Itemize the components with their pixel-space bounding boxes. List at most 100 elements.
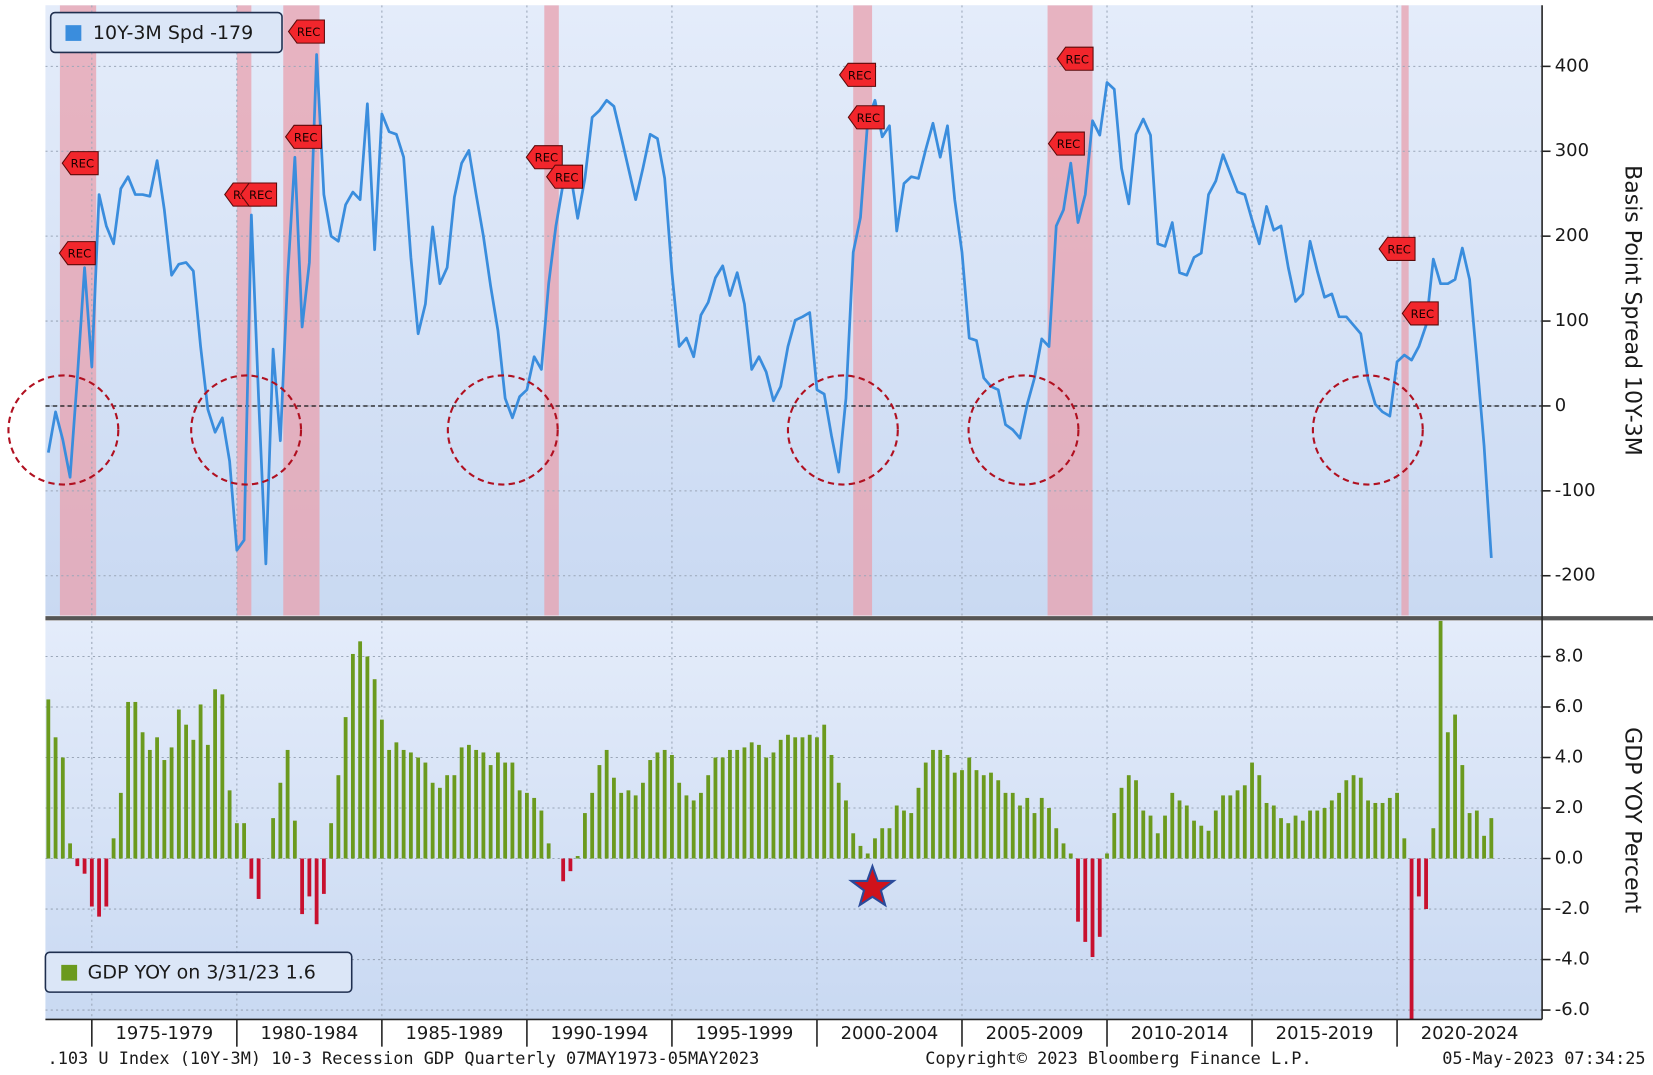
bar <box>343 717 348 859</box>
bar <box>155 737 159 859</box>
bar <box>1453 714 1457 859</box>
bar <box>408 752 413 859</box>
bar <box>931 749 935 859</box>
footer-center: Copyright© 2023 Bloomberg Finance L.P. <box>925 1048 1311 1068</box>
bar <box>604 749 609 859</box>
bar <box>205 744 210 859</box>
bar <box>365 656 370 859</box>
y-tick-label: 400 <box>1555 55 1589 76</box>
bar <box>452 775 457 859</box>
bar <box>952 772 957 859</box>
x-tick-label: 1980-1984 <box>260 1023 358 1044</box>
legend-swatch <box>61 964 78 981</box>
bar <box>198 704 203 859</box>
bar <box>430 782 435 859</box>
marks: -200 -100 0 100 200 300 400 REC REC REC REC REC REC R… <box>45 5 1596 1047</box>
bar <box>510 762 515 859</box>
legend-label: GDP YOY on 3/31/23 1.6 <box>88 962 316 984</box>
bar <box>1097 858 1102 937</box>
bar <box>815 737 819 859</box>
bar <box>684 795 689 859</box>
bar <box>713 757 718 859</box>
bar <box>662 749 667 859</box>
bar <box>793 737 798 859</box>
bar <box>532 797 537 859</box>
y-axis-title: GDP YOY Percent <box>1619 727 1645 913</box>
bar <box>967 757 972 859</box>
legend-box <box>44 951 353 993</box>
bar <box>1184 805 1189 859</box>
bar <box>1010 792 1015 859</box>
y-tick-label: 8.0 <box>1555 646 1584 667</box>
x-tick-label: 1975-1979 <box>115 1023 213 1044</box>
bar <box>757 744 761 859</box>
bar <box>220 694 225 859</box>
annotation-label: REC <box>68 247 92 261</box>
bar <box>242 823 247 859</box>
bar <box>1003 792 1008 859</box>
bar <box>1134 780 1138 859</box>
bar <box>648 760 653 859</box>
bar <box>488 765 493 859</box>
y-tick-label: -6.0 <box>1555 999 1590 1020</box>
bar <box>1293 815 1298 859</box>
bar <box>329 823 334 859</box>
bar <box>336 775 341 859</box>
bar <box>546 843 551 859</box>
annotation-label: REC <box>294 130 318 144</box>
bar <box>358 641 363 859</box>
x-tick-label: 2010-2014 <box>1131 1023 1229 1044</box>
bar <box>1213 810 1218 859</box>
bar <box>981 775 986 859</box>
bar <box>894 805 899 859</box>
bar <box>1387 797 1392 859</box>
bar <box>1322 808 1327 859</box>
bar <box>53 737 58 859</box>
bar <box>1083 858 1088 942</box>
bar <box>89 858 94 907</box>
annotation-flag <box>1378 236 1416 261</box>
bar <box>1126 775 1131 859</box>
bar <box>597 765 602 859</box>
bar <box>996 780 1001 859</box>
bar <box>126 701 130 859</box>
highlight-circles <box>7 374 1424 486</box>
bar <box>539 810 544 859</box>
y-tick-label: 6.0 <box>1555 696 1584 717</box>
bar <box>742 747 747 859</box>
bar <box>1409 858 1414 1020</box>
bar <box>1112 813 1117 859</box>
x-tick-label: 2000-2004 <box>841 1023 939 1044</box>
bar <box>1300 820 1305 859</box>
bar <box>1221 795 1225 859</box>
bar <box>1279 818 1283 859</box>
bar <box>916 787 921 859</box>
bar <box>104 858 109 907</box>
bar <box>1119 787 1124 859</box>
bar <box>111 838 116 859</box>
x-tick-label: 2015-2019 <box>1276 1023 1374 1044</box>
bar <box>909 813 914 859</box>
bar <box>68 843 72 859</box>
bar <box>292 820 297 859</box>
bar <box>858 845 863 859</box>
bar <box>1061 843 1066 859</box>
annotation-flag <box>847 105 885 130</box>
bar <box>1105 853 1109 859</box>
bar <box>1489 818 1494 859</box>
bar <box>459 747 464 859</box>
bar <box>307 858 312 897</box>
bar <box>1257 775 1262 859</box>
bar <box>525 792 529 859</box>
bar <box>1286 823 1291 859</box>
bar <box>1308 810 1312 859</box>
bar <box>184 724 188 859</box>
bar <box>1416 858 1421 897</box>
y-tick-label: 0 <box>1555 395 1566 416</box>
bar <box>1163 815 1167 859</box>
y-tick-label: 4.0 <box>1555 747 1584 768</box>
bar <box>1155 833 1160 859</box>
x-tick-label: 2005-2009 <box>986 1023 1084 1044</box>
y-tick-label: -200 <box>1555 565 1596 586</box>
annotation-flag <box>546 164 584 189</box>
